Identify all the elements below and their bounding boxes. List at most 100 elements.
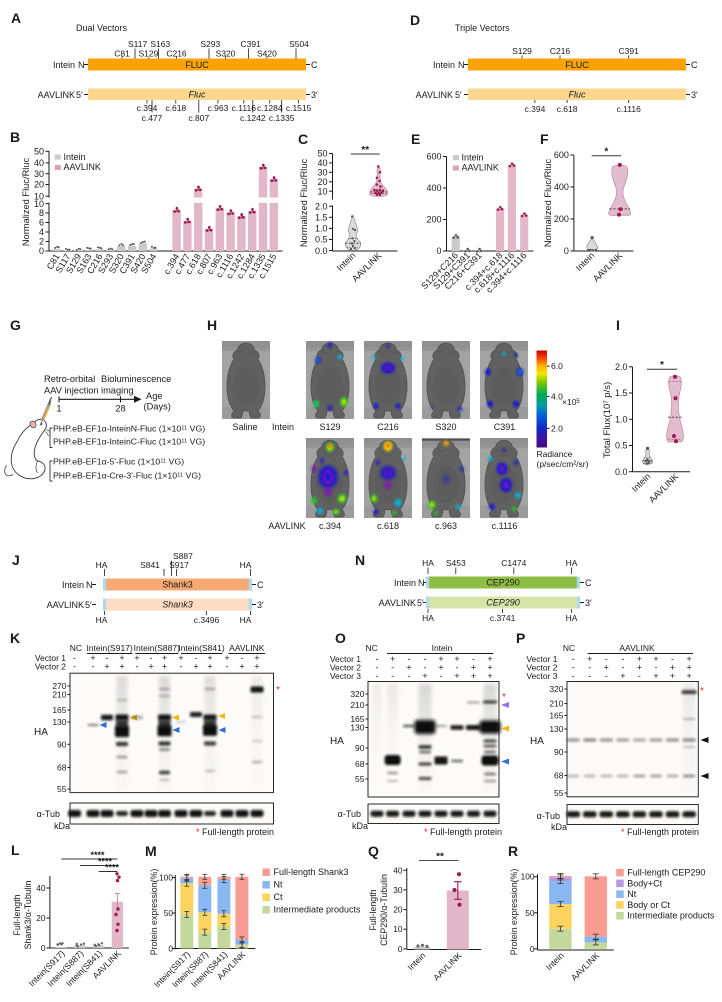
svg-text:J: J [12,552,20,568]
svg-text:PHP.eB-EF1α-InteinN-Fluc (1×10: PHP.eB-EF1α-InteinN-Fluc (1×1011 VG) [53,424,205,434]
svg-text:30: 30 [34,169,44,179]
svg-text:-: - [424,654,427,664]
svg-text:3′: 3′ [585,598,592,608]
svg-text:20: 20 [317,177,327,187]
svg-text:5′: 5′ [455,90,462,100]
svg-text:+: + [207,653,212,663]
svg-text:**: ** [436,852,444,863]
svg-text:50: 50 [34,147,44,157]
svg-text:c.963: c.963 [208,103,229,113]
svg-text:-: - [605,654,608,664]
svg-text:+: + [454,654,459,664]
svg-text:-: - [671,654,674,664]
svg-text:400: 400 [426,183,441,193]
svg-text:Intein: Intein [405,950,427,972]
svg-text:8: 8 [39,208,44,218]
svg-text:+: + [686,663,691,673]
svg-text:+: + [254,653,259,663]
svg-text:Shank3: Shank3 [162,580,193,590]
svg-text:-: - [408,654,411,664]
svg-text:AAVLINK: AAVLINK [229,643,265,653]
svg-text:130: 130 [549,724,563,734]
svg-text:Intein: Intein [53,60,75,70]
svg-text:K: K [10,630,20,646]
svg-text:C391: C391 [494,422,516,432]
svg-text:*: * [700,686,704,697]
svg-text:-: - [241,653,244,663]
svg-text:FLUC: FLUC [185,60,209,70]
svg-text:+: + [193,662,198,672]
svg-text:Vector 1: Vector 1 [35,653,66,663]
svg-text:68: 68 [57,763,67,773]
svg-text:210: 210 [350,700,364,710]
svg-text:-: - [391,671,394,681]
svg-text:R: R [508,843,518,859]
svg-text:I: I [616,317,620,333]
svg-text:Intein: Intein [272,422,294,432]
svg-text:L: L [11,842,20,858]
svg-text:+: + [454,671,459,681]
svg-text:+: + [653,671,658,681]
svg-text:5′: 5′ [85,600,92,610]
svg-text:S293: S293 [200,39,220,49]
svg-text:+: + [670,663,675,673]
svg-text:Full-length: Full-length [368,889,378,930]
svg-text:-: - [226,662,229,672]
svg-text:FLUC: FLUC [565,60,589,70]
svg-text:N: N [418,578,425,588]
svg-text:165: 165 [52,705,66,715]
svg-text:N: N [78,60,85,70]
svg-text:0.0: 0.0 [315,246,328,256]
svg-text:AAVLINK: AAVLINK [591,250,624,283]
svg-text:+: + [239,662,244,672]
svg-text:-: - [588,663,591,673]
svg-text:2: 2 [39,237,44,247]
svg-text:c.394: c.394 [525,104,546,114]
svg-text:3′: 3′ [257,600,264,610]
svg-text:-: - [376,671,379,681]
svg-text:S420: S420 [257,49,277,59]
svg-text:HA: HA [566,558,578,568]
svg-text:2.0: 2.0 [615,362,628,372]
svg-text:c.618: c.618 [377,521,399,531]
svg-text:S129: S129 [138,49,158,59]
svg-text:Vector 2: Vector 2 [526,663,557,673]
svg-text:AAVLINK: AAVLINK [38,90,75,100]
svg-text:*: * [502,692,506,703]
svg-text:NC: NC [563,643,575,653]
svg-text:-: - [73,662,76,672]
svg-text:AAVLINK: AAVLINK [268,521,305,531]
svg-text:10: 10 [317,186,327,196]
svg-text:+: + [254,662,259,672]
svg-text:c.1515: c.1515 [286,103,312,113]
svg-text:0: 0 [436,246,441,256]
svg-text:c.1116: c.1116 [232,103,257,113]
svg-text:c.1242: c.1242 [240,113,266,123]
svg-text:1.5: 1.5 [615,388,628,398]
svg-text:90: 90 [57,739,67,749]
svg-text:165: 165 [549,711,563,721]
svg-text:-: - [408,671,411,681]
svg-text:Vector 1: Vector 1 [330,654,361,664]
svg-text:c.3741: c.3741 [490,613,516,623]
svg-text:A: A [11,10,21,26]
svg-text:-: - [195,653,198,663]
svg-text:HA: HA [422,613,434,623]
svg-text:C: C [298,131,308,147]
svg-text:1.0: 1.0 [615,414,628,424]
svg-text:+: + [686,654,691,664]
svg-text:S887: S887 [173,551,193,561]
svg-text:C216: C216 [377,422,399,432]
svg-text:D: D [410,12,420,28]
svg-text:CEP290: CEP290 [486,598,520,608]
svg-text:+: + [162,662,167,672]
svg-text:M: M [145,843,157,859]
svg-text:200: 200 [426,215,441,225]
svg-text:100: 100 [521,872,535,882]
svg-text:+: + [148,662,153,672]
svg-text:30: 30 [317,168,327,178]
svg-text:N: N [458,60,465,70]
svg-text:-: - [73,653,76,663]
svg-text:30: 30 [393,885,403,895]
svg-text:20: 20 [36,913,46,923]
